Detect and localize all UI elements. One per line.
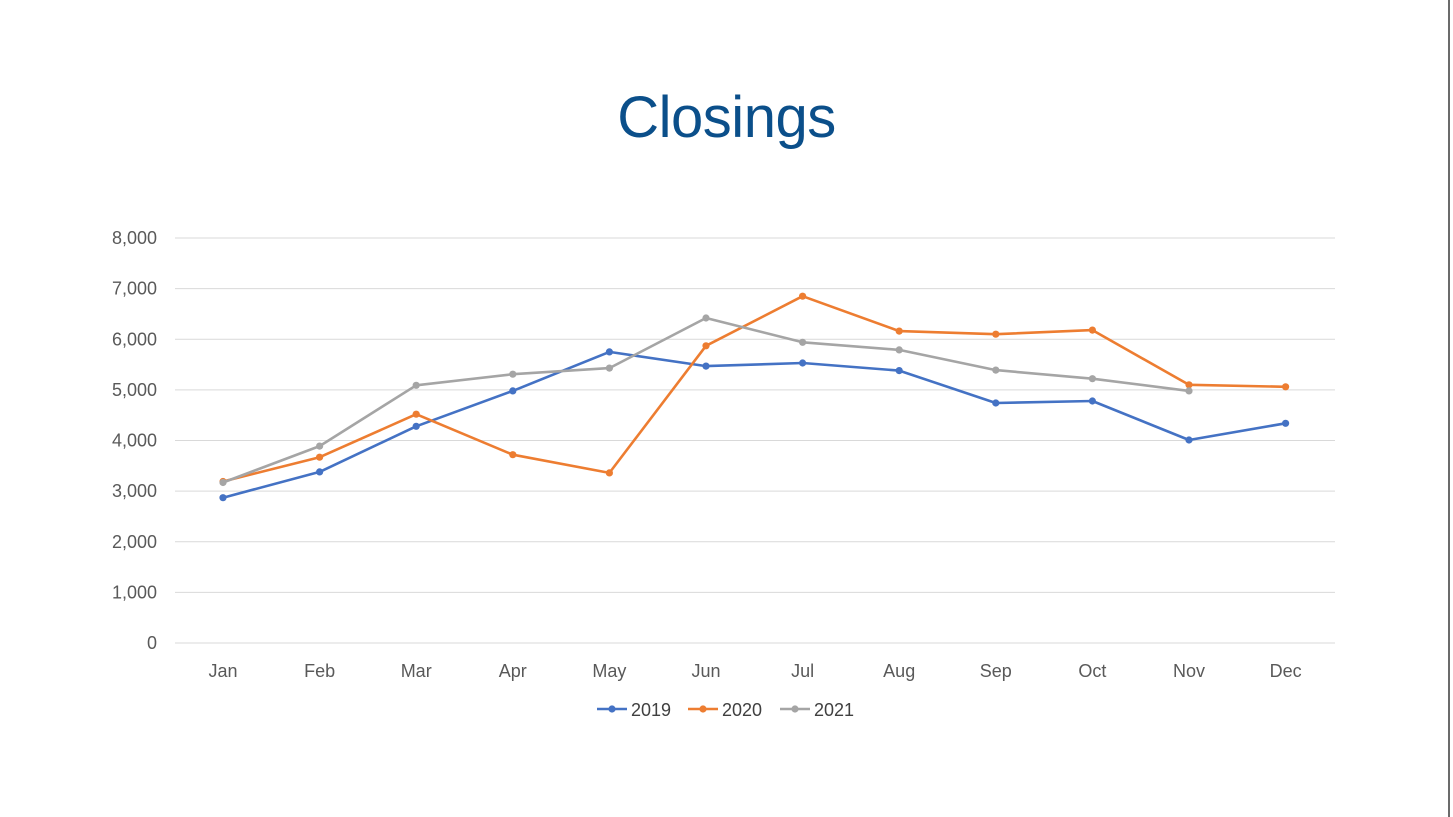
x-tick-label: Dec [1270, 661, 1302, 681]
data-point-2020 [1282, 383, 1290, 391]
data-point-2020 [799, 292, 807, 300]
legend-item-2020: 2020 [688, 700, 762, 720]
data-point-2020 [992, 330, 1000, 338]
data-point-2021 [1185, 387, 1193, 395]
data-point-2019 [1088, 397, 1096, 405]
data-point-2021 [1088, 375, 1096, 383]
data-point-2019 [702, 362, 710, 370]
data-point-2021 [316, 442, 324, 450]
series-line-2019 [221, 350, 1287, 500]
data-point-2020 [316, 453, 324, 461]
legend-swatch-marker [699, 705, 707, 713]
data-point-2019 [509, 387, 517, 395]
data-point-2021 [702, 314, 710, 322]
gridlines [175, 237, 1335, 644]
y-tick-label: 0 [147, 633, 157, 653]
x-tick-label: Sep [980, 661, 1012, 681]
legend-swatch-marker [608, 705, 616, 713]
data-point-2021 [412, 381, 420, 389]
legend-label: 2021 [814, 700, 854, 720]
data-point-2020 [895, 327, 903, 335]
series-2020 [219, 292, 1290, 486]
series-2019 [219, 348, 1290, 502]
legend-label: 2019 [631, 700, 671, 720]
series-2021 [219, 314, 1193, 487]
y-tick-label: 1,000 [112, 582, 157, 602]
chart-title: Closings [617, 85, 836, 150]
legend-item-2021: 2021 [780, 700, 854, 720]
data-point-2021 [605, 364, 614, 372]
y-tick-label: 7,000 [112, 279, 157, 299]
x-tick-label: Nov [1173, 661, 1205, 681]
series-lines [219, 292, 1290, 502]
y-tick-label: 3,000 [112, 481, 157, 501]
data-point-2019 [799, 359, 807, 367]
x-tick-label: Apr [499, 661, 527, 681]
y-tick-label: 5,000 [112, 380, 157, 400]
data-point-2020 [702, 342, 710, 350]
legend-swatch-marker [791, 705, 799, 713]
data-point-2020 [509, 451, 517, 459]
data-point-2019 [895, 367, 903, 375]
data-point-2021 [509, 370, 517, 378]
y-axis-tick-labels: 0 1,000 2,000 3,000 4,000 5,000 6,000 7,000 8,00… [112, 228, 157, 653]
y-tick-label: 4,000 [112, 431, 157, 451]
data-point-2019 [992, 399, 1000, 407]
data-point-2021 [219, 478, 227, 487]
data-point-2019 [1185, 436, 1193, 444]
data-point-2019 [412, 422, 420, 430]
legend-label: 2020 [722, 700, 762, 720]
x-tick-label: Aug [883, 661, 915, 681]
legend-item-2019: 2019 [597, 700, 671, 720]
x-tick-label: May [592, 661, 626, 681]
x-tick-label: Feb [304, 661, 335, 681]
x-tick-label: Jul [791, 661, 814, 681]
legend: 2019 2020 2021 [597, 700, 854, 720]
data-point-2020 [1088, 326, 1096, 334]
data-point-2019 [316, 468, 324, 476]
x-tick-label: Oct [1078, 661, 1106, 681]
x-axis-tick-labels: Jan Feb Mar Apr May Jun Jul Aug Sep Oct Nov Dec [208, 661, 1301, 681]
data-point-2020 [605, 469, 614, 477]
data-point-2021 [799, 338, 807, 346]
x-tick-label: Mar [401, 661, 432, 681]
y-tick-label: 8,000 [112, 228, 157, 248]
x-tick-label: Jun [691, 661, 720, 681]
data-point-2019 [1282, 419, 1290, 427]
data-point-2019 [219, 494, 227, 502]
window-edge [1448, 0, 1450, 817]
series-line-2020 [221, 294, 1287, 483]
y-tick-label: 2,000 [112, 532, 157, 552]
data-point-2020 [412, 410, 420, 418]
data-point-2019 [605, 348, 614, 356]
x-tick-label: Jan [208, 661, 237, 681]
data-point-2020 [1185, 381, 1193, 389]
data-point-2021 [895, 346, 903, 354]
y-tick-label: 6,000 [112, 329, 157, 349]
data-point-2021 [992, 366, 1000, 374]
